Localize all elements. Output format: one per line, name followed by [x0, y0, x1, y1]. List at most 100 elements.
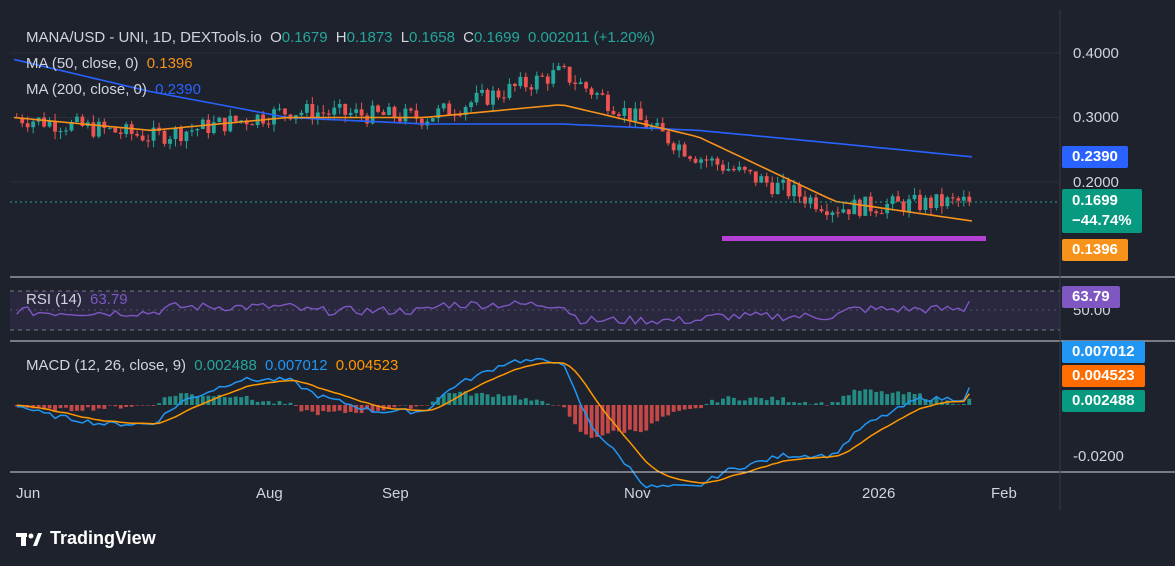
macd-bar: [589, 405, 594, 438]
candle-body: [91, 122, 96, 137]
macd-bar: [825, 405, 829, 406]
macd-bar: [551, 405, 556, 406]
candles: [14, 62, 972, 223]
macd-bar: [907, 392, 911, 405]
candle-body: [277, 108, 282, 110]
macd-bar: [950, 403, 955, 405]
candle-body: [934, 194, 939, 209]
candle-body: [408, 108, 413, 111]
candle-body: [682, 144, 687, 157]
close-value: 0.1699: [473, 29, 520, 46]
macd-bar: [36, 405, 41, 408]
macd-bar: [786, 402, 791, 405]
macd-bar: [896, 391, 901, 405]
candle-body: [337, 103, 342, 108]
hist-value-tag: 0.002488: [1062, 390, 1145, 412]
macd-bar: [436, 397, 441, 405]
macd-bar: [655, 405, 660, 422]
macd-bar: [775, 400, 780, 405]
candle-body: [414, 110, 419, 119]
macd-bar: [266, 401, 271, 405]
candle-body: [573, 82, 578, 84]
macd-bar: [934, 397, 939, 405]
candle-body: [283, 108, 287, 115]
macd-bar: [852, 389, 857, 405]
candle-body: [677, 144, 682, 151]
candle-body: [556, 66, 561, 71]
macd-bar: [715, 402, 720, 405]
macd-bar: [463, 391, 468, 405]
macd-bar: [753, 397, 758, 405]
macd-bar: [348, 405, 353, 412]
support-zone: [722, 236, 986, 241]
macd-bar: [890, 392, 895, 405]
macd-bar: [781, 397, 786, 405]
price-tick-2: 0.3000: [1073, 109, 1119, 126]
candle-body: [430, 118, 435, 122]
macd-bar: [961, 403, 966, 405]
macd-bar: [233, 396, 238, 405]
macd-bar: [200, 396, 205, 405]
ma50-legend[interactable]: MA (50, close, 0) 0.1396: [26, 55, 197, 72]
candle-body: [688, 156, 692, 159]
macd-bar: [294, 405, 298, 406]
candle-body: [797, 185, 802, 197]
macd-hist-value: 0.002488: [194, 357, 257, 374]
candle-body: [47, 121, 52, 127]
candle-body: [107, 127, 112, 129]
macd-bar: [441, 394, 446, 405]
macd-bar: [885, 394, 890, 405]
candle-body: [578, 82, 583, 84]
candle-body: [726, 168, 731, 171]
tradingview-icon: [16, 532, 42, 546]
macd-bar: [622, 405, 627, 433]
ma50-label: MA (50, close, 0): [26, 55, 139, 72]
candle-body: [447, 103, 452, 115]
macd-bar: [458, 391, 463, 405]
candle-body: [753, 171, 758, 183]
candle-body: [759, 176, 764, 183]
candle-body: [907, 199, 911, 212]
time-tick-nov: Nov: [624, 485, 651, 502]
candle-body: [184, 131, 189, 142]
macd-bar: [211, 396, 216, 405]
candle-body: [699, 159, 703, 163]
macd-histogram: [14, 389, 972, 438]
macd-bar: [759, 398, 764, 405]
candle-body: [660, 122, 665, 132]
macd-bar: [140, 405, 145, 406]
candle-body: [929, 197, 933, 209]
candle-body: [387, 106, 391, 115]
macd-bar: [682, 405, 687, 410]
tradingview-logo[interactable]: TradingView: [16, 528, 156, 549]
macd-bar: [310, 405, 315, 412]
candle-body: [244, 120, 249, 125]
macd-bar: [863, 389, 868, 405]
macd-bar: [80, 405, 85, 411]
macd-bar: [387, 405, 391, 409]
candle-body: [896, 196, 901, 202]
macd-bar: [611, 405, 616, 431]
macd-bar: [42, 405, 47, 410]
candle-body: [42, 117, 47, 127]
candle-body: [80, 116, 85, 126]
rsi-legend[interactable]: RSI (14) 63.79: [26, 291, 132, 308]
candle-body: [211, 122, 216, 134]
candle-body: [299, 112, 304, 116]
candle-body: [359, 109, 364, 116]
candle-body: [731, 168, 736, 171]
price-tick-1: 0.4000: [1073, 45, 1119, 62]
macd-legend[interactable]: MACD (12, 26, close, 9) 0.002488 0.00701…: [26, 357, 402, 374]
ma200-legend[interactable]: MA (200, close, 0) 0.2390: [26, 81, 205, 98]
macd-bar: [239, 397, 244, 405]
candle-body: [721, 164, 725, 171]
candle-body: [540, 75, 545, 77]
brand-name: TradingView: [50, 528, 156, 548]
candle-body: [803, 196, 807, 204]
rsi-value-tag: 63.79: [1062, 286, 1120, 308]
macd-bar: [195, 396, 200, 405]
rsi-line: [16, 300, 970, 326]
candle-body: [217, 117, 222, 123]
macd-bar: [124, 405, 129, 407]
